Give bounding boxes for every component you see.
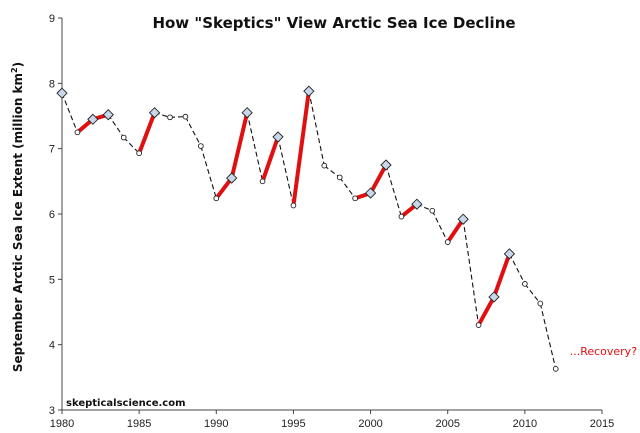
data-point-dot bbox=[398, 213, 405, 220]
data-point-diamond bbox=[56, 87, 68, 99]
decline-segment bbox=[200, 145, 217, 199]
data-point-dot bbox=[336, 174, 343, 181]
data-point-dot bbox=[552, 365, 559, 372]
decline-segment bbox=[524, 283, 541, 304]
x-tick-labels: 1980 1985 1990 1995 2000 2005 2010 2015 bbox=[50, 418, 614, 430]
x-tick-label: 2000 bbox=[358, 418, 382, 430]
axes bbox=[58, 17, 603, 414]
decline-segment bbox=[246, 112, 264, 182]
data-point-dot bbox=[321, 162, 328, 169]
decline-segment bbox=[385, 164, 402, 217]
data-point-dot bbox=[136, 150, 142, 157]
data-point-diamond bbox=[241, 107, 253, 119]
y-tick-label: 9 bbox=[49, 13, 55, 25]
decline-segment bbox=[508, 253, 526, 285]
decline-segment bbox=[184, 116, 202, 147]
watermark: skepticalscience.com bbox=[66, 398, 186, 409]
data-point-dot bbox=[522, 281, 528, 287]
decline-segment bbox=[123, 137, 140, 154]
y-tick-label: 3 bbox=[49, 405, 55, 417]
x-tick-label: 2015 bbox=[590, 418, 614, 430]
data-point-diamond bbox=[272, 131, 284, 143]
recovery-segment bbox=[229, 110, 250, 181]
decline-segment bbox=[308, 91, 325, 166]
data-point-diamond bbox=[380, 159, 392, 171]
y-tick-label: 8 bbox=[49, 78, 55, 90]
y-axis-label-main: September Arctic Sea Ice Extent (million… bbox=[11, 73, 25, 372]
y-axis-label: September Arctic Sea Ice Extent (million… bbox=[10, 62, 25, 372]
recovery-segment bbox=[476, 294, 496, 328]
data-point-diamond bbox=[102, 109, 114, 121]
series-markers bbox=[56, 85, 559, 372]
recovery-segment bbox=[260, 134, 280, 184]
y-tick-label: 7 bbox=[49, 144, 55, 156]
data-point-dot bbox=[475, 322, 482, 328]
decline-segment bbox=[107, 114, 125, 138]
x-tick-label: 2010 bbox=[513, 418, 537, 430]
recovery-segment bbox=[368, 163, 388, 196]
decline-segment bbox=[323, 165, 341, 178]
x-tick-label: 1990 bbox=[204, 418, 228, 430]
chart-title: How "Skeptics" View Arctic Sea Ice Decli… bbox=[152, 14, 515, 32]
data-point-diamond bbox=[411, 198, 423, 210]
data-point-diamond bbox=[148, 107, 161, 119]
recovery-segment bbox=[291, 89, 311, 208]
data-point-dot bbox=[120, 134, 127, 141]
data-point-dot bbox=[213, 195, 220, 202]
y-axis-label-tail: ) bbox=[11, 62, 25, 67]
y-tick-label: 6 bbox=[49, 209, 55, 221]
y-tick-labels: 3 4 5 6 7 8 9 bbox=[49, 13, 55, 417]
data-point-diamond bbox=[488, 291, 500, 303]
decline-segment bbox=[277, 136, 294, 206]
data-point-dot bbox=[352, 195, 358, 202]
decline-segment bbox=[462, 219, 480, 326]
data-point-diamond bbox=[364, 187, 377, 199]
series-lines bbox=[61, 89, 557, 369]
y-tick-label: 5 bbox=[49, 274, 55, 286]
data-point-dot bbox=[444, 239, 451, 245]
data-point-dot bbox=[259, 178, 266, 185]
recovery-segment bbox=[137, 110, 157, 156]
data-point-dot bbox=[290, 202, 297, 209]
data-point-dot bbox=[537, 300, 544, 307]
y-axis-label-superscript: 2 bbox=[10, 67, 19, 73]
recovery-segment bbox=[445, 217, 466, 245]
x-tick-label: 2005 bbox=[435, 418, 459, 430]
recovery-segment bbox=[214, 176, 234, 201]
data-point-dot bbox=[167, 114, 173, 121]
decline-segment bbox=[61, 92, 78, 133]
recovery-annotation: ...Recovery? bbox=[570, 345, 637, 358]
data-point-dot bbox=[74, 129, 81, 136]
x-tick-label: 1980 bbox=[50, 418, 74, 430]
data-point-diamond bbox=[303, 85, 315, 97]
data-point-diamond bbox=[226, 172, 238, 184]
data-point-diamond bbox=[457, 213, 469, 225]
decline-segment bbox=[339, 177, 356, 199]
data-point-diamond bbox=[503, 248, 516, 260]
y-tick-label: 4 bbox=[49, 340, 55, 352]
data-point-dot bbox=[429, 207, 436, 214]
x-tick-label: 1985 bbox=[127, 418, 151, 430]
data-point-dot bbox=[182, 113, 189, 120]
decline-segment bbox=[539, 303, 557, 369]
data-point-diamond bbox=[87, 113, 99, 125]
x-tick-label: 1995 bbox=[281, 418, 305, 430]
recovery-segment bbox=[492, 251, 512, 299]
decline-segment bbox=[431, 210, 449, 243]
data-point-dot bbox=[198, 143, 204, 149]
